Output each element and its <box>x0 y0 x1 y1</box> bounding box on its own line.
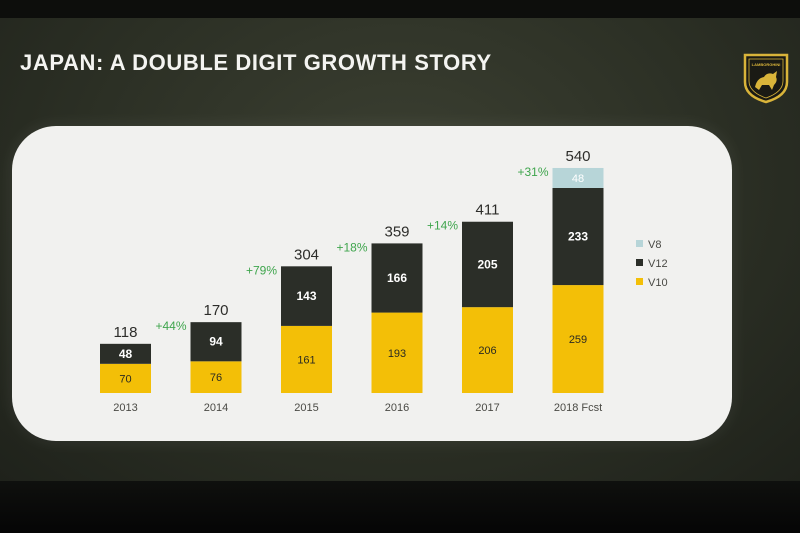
legend-label-v12: V12 <box>648 258 668 270</box>
bar-segment-v10 <box>281 325 332 393</box>
bar-segment-v12 <box>552 187 604 286</box>
category-label: 2018 Fcst <box>554 402 602 414</box>
bar-segment-v12 <box>371 243 423 313</box>
category-label: 2017 <box>475 402 499 414</box>
growth-label: +79% <box>246 263 277 277</box>
data-label-v12: 233 <box>568 230 588 244</box>
total-label: 170 <box>203 302 228 319</box>
data-label-v10: 70 <box>119 373 131 385</box>
bar-segment-v12 <box>462 221 513 308</box>
bar-segment-v10 <box>371 312 423 393</box>
category-label: 2016 <box>385 402 409 414</box>
data-label-v10: 161 <box>297 354 315 366</box>
growth-label: +14% <box>427 219 458 233</box>
total-label: 359 <box>384 223 409 240</box>
total-label: 540 <box>565 148 590 165</box>
data-label-v12: 166 <box>387 271 407 285</box>
data-label-v10: 76 <box>210 372 222 384</box>
category-label: 2015 <box>294 402 318 414</box>
total-label: 304 <box>294 246 319 263</box>
legend-swatch-v8 <box>636 240 643 247</box>
room-floor <box>0 481 800 533</box>
slide-title: JAPAN: A DOUBLE DIGIT GROWTH STORY <box>20 50 492 75</box>
svg-text:LAMBORGHINI: LAMBORGHINI <box>752 62 781 67</box>
legend-label-v10: V10 <box>648 277 668 289</box>
total-label: 411 <box>476 202 500 219</box>
bar-segment-v12 <box>100 343 151 364</box>
growth-label: +31% <box>517 165 548 179</box>
data-label-v8: 48 <box>572 173 584 185</box>
growth-label: +44% <box>155 319 186 333</box>
lamborghini-logo: LAMBORGHINI <box>743 53 789 104</box>
bar-segment-v10 <box>190 361 242 393</box>
data-label-v10: 206 <box>478 345 496 357</box>
legend-label-v8: V8 <box>648 239 661 251</box>
growth-label: +18% <box>336 240 367 254</box>
bar-segment-v8 <box>552 167 604 188</box>
category-label: 2014 <box>204 402 228 414</box>
bar-segment-v12 <box>281 266 332 326</box>
bar-segment-v10 <box>462 307 513 393</box>
bar-segment-v10 <box>552 285 604 393</box>
data-label-v10: 193 <box>388 348 406 360</box>
total-label: 118 <box>114 324 138 341</box>
data-label-v12: 48 <box>119 347 133 361</box>
legend-swatch-v12 <box>636 259 643 266</box>
category-label: 2013 <box>113 402 137 414</box>
bar-segment-v12 <box>190 322 242 362</box>
data-label-v10: 259 <box>569 334 587 346</box>
bar-segment-v10 <box>100 363 151 393</box>
chart-panel: 70 48 118 2013 76 94 170 2014 161 143 304 2015 193 16… <box>12 126 732 441</box>
data-label-v12: 143 <box>296 289 316 303</box>
stacked-bar-chart: 70 48 118 2013 76 94 170 2014 161 143 304 2015 193 16… <box>100 148 668 414</box>
data-label-v12: 94 <box>209 335 223 349</box>
legend-swatch-v10 <box>636 278 643 285</box>
data-label-v12: 205 <box>477 257 497 271</box>
